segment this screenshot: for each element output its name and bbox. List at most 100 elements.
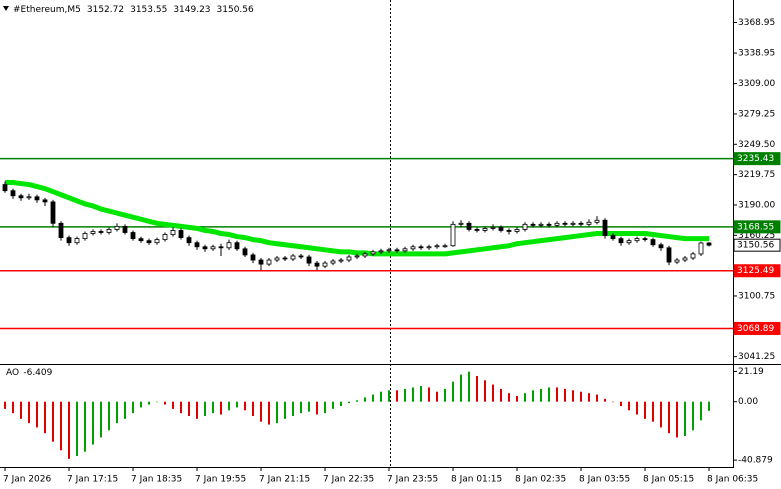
candle-body — [538, 223, 544, 226]
candle-body — [290, 255, 296, 260]
indicator-name: AO — [6, 368, 19, 378]
indicator-label: AO -6.409 — [6, 368, 53, 378]
y-tick-label: 3338.95 — [738, 49, 775, 59]
candle-body — [282, 257, 288, 260]
ao-bar — [660, 401, 662, 428]
level-label: 3168.55 — [737, 222, 774, 232]
ao-bar — [524, 393, 526, 402]
ao-bar — [708, 401, 710, 411]
candle-body — [146, 240, 152, 244]
x-tick-label: 7 Jan 22:35 — [323, 475, 374, 485]
candle-body — [706, 242, 712, 246]
ao-bar — [292, 401, 294, 416]
ao-bar — [324, 401, 326, 414]
candle-body — [650, 239, 656, 246]
candle-body — [18, 195, 24, 199]
candle-body — [562, 222, 568, 225]
ao-bar — [180, 401, 182, 414]
ao-bar — [604, 398, 606, 402]
ao-bar — [412, 387, 414, 402]
header-open: 3152.72 — [87, 5, 124, 15]
y-tick-label: 0.00 — [738, 397, 758, 407]
x-tick-label: 7 Jan 18:35 — [131, 475, 182, 485]
ao-bar — [684, 401, 686, 436]
ao-bar — [164, 401, 166, 405]
candle-body — [74, 238, 80, 244]
ao-bar — [212, 401, 214, 414]
candle-body — [178, 230, 184, 238]
candle-body — [514, 229, 520, 232]
ao-bar — [692, 401, 694, 431]
candle-body — [634, 238, 640, 242]
header-close: 3150.56 — [217, 5, 254, 15]
candle-body — [546, 223, 552, 226]
candle-body — [386, 249, 392, 252]
candle-body — [682, 257, 688, 261]
header-low: 3149.23 — [173, 5, 210, 15]
x-tick-label: 7 Jan 21:15 — [259, 475, 310, 485]
candle-body — [42, 199, 48, 203]
x-tick-label: 7 Jan 23:55 — [387, 475, 438, 485]
candle-body — [602, 219, 608, 236]
candle-body — [50, 201, 56, 224]
candle-body — [2, 184, 8, 192]
candle-body — [162, 234, 168, 241]
candle-body — [586, 221, 592, 225]
y-tick-label: 3190.00 — [738, 200, 775, 210]
ao-bar — [548, 387, 550, 402]
ao-bar — [196, 401, 198, 419]
current-price-label: 3150.56 — [737, 241, 774, 251]
y-tick-label: 3249.50 — [738, 140, 775, 150]
candle-body — [346, 256, 352, 261]
x-tick-label: 8 Jan 01:15 — [451, 475, 502, 485]
moving-average — [5, 180, 709, 257]
ao-bar — [348, 401, 350, 404]
candle-body — [194, 242, 200, 248]
x-tick-label: 8 Jan 06:35 — [707, 475, 758, 485]
current-price-label-box — [733, 238, 781, 252]
x-tick-label: 8 Jan 05:15 — [643, 475, 694, 485]
ao-bar — [148, 401, 150, 405]
ao-bar — [124, 401, 126, 419]
level-label: 3235.43 — [737, 154, 774, 164]
ao-bar — [308, 401, 310, 412]
level-label: 3125.49 — [737, 266, 774, 276]
level-label-box — [733, 152, 781, 166]
ao-bar — [92, 401, 94, 445]
ao-bar — [84, 401, 86, 452]
ao-bar — [564, 388, 566, 402]
ao-bar — [220, 401, 222, 415]
candle-body — [274, 257, 280, 261]
candle-body — [522, 223, 528, 230]
ao-bar — [44, 401, 46, 434]
ao-bar — [500, 388, 502, 402]
candle-body — [314, 262, 320, 267]
indicator-value: -6.409 — [23, 368, 52, 378]
ao-bar — [676, 401, 678, 438]
ao-bar — [436, 391, 438, 402]
ao-bar — [244, 401, 246, 411]
level-label-box — [733, 264, 781, 278]
candle-body — [26, 196, 32, 199]
candle-body — [426, 246, 432, 249]
ao-bar — [420, 386, 422, 402]
ao-bar — [380, 391, 382, 402]
candle-body — [370, 251, 376, 255]
y-tick-label: 21.19 — [738, 367, 764, 377]
header-high: 3153.55 — [130, 5, 167, 15]
ao-bar — [484, 380, 486, 402]
candle-body — [394, 249, 400, 252]
candle-body — [362, 253, 368, 257]
ao-bar — [404, 388, 406, 402]
candle-body — [610, 235, 616, 240]
candle-body — [442, 245, 448, 248]
candle-body — [658, 244, 664, 249]
candle-body — [530, 223, 536, 226]
ao-bar — [452, 381, 454, 402]
ao-bar — [628, 401, 630, 411]
y-tick-label: -40.879 — [738, 456, 773, 466]
candle-body — [378, 250, 384, 253]
candle-body — [186, 237, 192, 244]
ao-bar — [532, 390, 534, 402]
